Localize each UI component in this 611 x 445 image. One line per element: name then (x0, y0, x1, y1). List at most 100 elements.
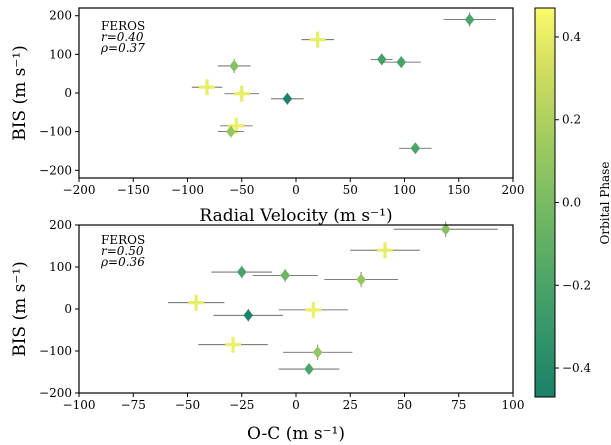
oc-bis-x-tick-label: 100 (502, 398, 525, 412)
rv-bis-data-point (443, 12, 496, 27)
diamond-marker (440, 223, 451, 236)
diamond-marker (229, 59, 239, 72)
oc-bis-data-point (324, 272, 398, 288)
colorbar-tick-label: −0.4 (562, 361, 592, 375)
oc-bis-data-point (252, 269, 318, 282)
rv-bis-data-point (271, 92, 304, 105)
colorbar-tick-label: 0.0 (562, 196, 581, 210)
rv-bis-x-ticks: −200 −150 −100 −50 0 50 100 150 200 (63, 178, 525, 197)
diamond-marker (280, 269, 290, 282)
rv-bis-data-point (217, 59, 251, 73)
oc-bis-annotation: FEROS r=0.50 ρ=0.36 (100, 233, 145, 269)
oc-bis-data-point (278, 363, 340, 376)
rv-bis-points (191, 12, 496, 155)
oc-bis-x-tick-label: 0 (292, 398, 300, 412)
oc-bis-annotation-pearson: r=0.50 (101, 244, 144, 258)
colorbar-tick-label: 0.2 (562, 113, 581, 127)
rv-bis-x-tick-label: −50 (229, 183, 254, 197)
plus-marker (376, 242, 393, 259)
rv-bis-data-point (399, 142, 432, 155)
oc-bis-points (167, 221, 498, 376)
rv-bis-data-point (370, 53, 393, 66)
oc-bis-data-point (198, 336, 268, 353)
rv-bis-annotation-spearman: ρ=0.37 (100, 41, 145, 55)
oc-bis-data-point (350, 242, 420, 259)
oc-bis-data-point (278, 301, 349, 318)
plus-marker (228, 117, 245, 134)
plus-marker (309, 31, 326, 48)
rv-bis-x-tick-label: 200 (502, 183, 525, 197)
diamond-marker (396, 56, 407, 69)
rv-bis-data-point (220, 117, 253, 134)
oc-bis-x-tick-label: −100 (63, 398, 96, 412)
colorbar-gradient (534, 7, 556, 398)
rv-bis-x-tick-label: −200 (63, 183, 96, 197)
oc-bis-annotation-spearman: ρ=0.36 (100, 255, 145, 269)
rv-bis-x-tick-label: 150 (447, 183, 470, 197)
oc-bis-x-tick-label: −75 (121, 398, 146, 412)
oc-bis-x-tick-label: 50 (397, 398, 412, 412)
plus-marker (225, 336, 242, 353)
rv-bis-data-point (217, 125, 244, 138)
oc-bis-data-point (393, 221, 498, 237)
rv-bis-x-axis-label: Radial Velocity (m s⁻¹) (199, 206, 392, 226)
diamond-marker (226, 125, 236, 138)
oc-bis-y-tick-label: 100 (49, 260, 72, 274)
orbital-phase-colorbar: 0.4 0.2 0.0 −0.2 −0.4 Orbital Phase (534, 7, 611, 398)
plus-marker (305, 301, 322, 318)
diamond-marker (376, 53, 387, 66)
diamond-marker (464, 13, 475, 26)
rv-bis-x-tick-label: 50 (343, 183, 358, 197)
oc-bis-y-axis-label: BIS (m s⁻¹) (10, 261, 30, 357)
oc-bis-data-point (167, 294, 225, 311)
rv-bis-y-tick-label: 100 (49, 47, 72, 61)
rv-bis-annotation: FEROS r=0.40 ρ=0.37 (100, 19, 145, 55)
rv-bis-y-axis-label: BIS (m s⁻¹) (10, 45, 30, 141)
diamond-marker (312, 346, 323, 359)
diamond-marker (304, 363, 314, 376)
rv-bis-y-tick-label: 0 (64, 86, 72, 100)
oc-bis-x-tick-label: −50 (175, 398, 200, 412)
rv-bis-y-tick-label: −100 (39, 125, 72, 139)
oc-bis-y-tick-label: −200 (39, 386, 72, 400)
oc-bis-data-point (211, 265, 273, 279)
rv-bis-x-tick-label: 100 (393, 183, 416, 197)
oc-bis-y-ticks: 200 100 0 −100 −200 (39, 218, 79, 400)
colorbar-tick-label: 0.4 (562, 30, 581, 44)
oc-bis-annotation-instrument: FEROS (101, 233, 145, 247)
oc-bis-x-axis-label: O-C (m s⁻¹) (247, 424, 345, 444)
plus-marker (188, 294, 205, 311)
oc-bis-x-tick-label: 25 (343, 398, 358, 412)
colorbar-label: Orbital Phase (598, 162, 611, 245)
plus-marker (233, 85, 250, 102)
rv-bis-data-point (191, 79, 223, 96)
rv-bis-axes-frame (78, 7, 514, 179)
oc-bis-x-ticks: −100 −75 −50 −25 0 25 50 75 100 (63, 393, 525, 412)
diamond-marker (356, 273, 366, 286)
oc-bis-x-tick-label: 75 (451, 398, 466, 412)
rv-bis-data-point (381, 56, 421, 69)
rv-bis-x-tick-label: −150 (117, 183, 150, 197)
plus-marker (199, 79, 216, 96)
colorbar-tick-label: −0.2 (562, 278, 591, 292)
rv-bis-x-tick-label: 0 (292, 183, 300, 197)
colorbar-ticks: 0.4 0.2 0.0 −0.2 −0.4 (555, 30, 592, 375)
oc-bis-y-tick-label: 200 (49, 218, 72, 232)
rv-vs-bis-panel: −200 −150 −100 −50 0 50 100 150 200 2001000−100−… (10, 7, 525, 226)
rv-bis-annotation-pearson: r=0.40 (101, 30, 144, 44)
oc-bis-data-point (213, 309, 283, 322)
oc-bis-y-tick-label: −100 (39, 344, 72, 358)
rv-bis-data-point (224, 85, 260, 102)
diamond-marker (282, 92, 293, 105)
oc-bis-axes-frame (78, 224, 514, 394)
rv-bis-x-tick-label: −100 (171, 183, 204, 197)
diamond-marker (236, 266, 247, 279)
diamond-marker (243, 309, 254, 322)
rv-bis-y-ticks: 200 100 0 −100 −200 (39, 9, 79, 177)
oc-vs-bis-panel: −100 −75 −50 −25 0 25 50 75 100 2001000−100−200 … (10, 218, 524, 444)
rv-bis-y-tick-label: −200 (39, 163, 72, 177)
oc-bis-x-tick-label: −25 (229, 398, 254, 412)
rv-bis-data-point (301, 31, 334, 48)
rv-bis-y-tick-label: 200 (49, 9, 72, 23)
